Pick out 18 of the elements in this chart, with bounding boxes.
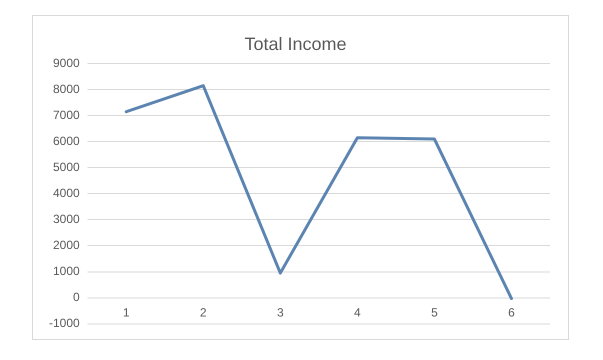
x-tick-label: 1 — [122, 305, 130, 320]
y-tick-label: 0 — [73, 290, 80, 304]
y-tick-label: 5000 — [52, 160, 80, 174]
y-tick-label: -1000 — [48, 316, 80, 330]
x-tick-label: 6 — [508, 305, 516, 320]
x-tick-label: 5 — [431, 305, 438, 320]
chart-title: Total Income — [244, 34, 347, 54]
y-tick-label: 9000 — [52, 56, 80, 70]
y-tick-label: 2000 — [52, 238, 80, 252]
y-tick-label: 3000 — [52, 212, 80, 226]
y-tick-label: 4000 — [52, 186, 80, 200]
x-tick-label: 3 — [276, 305, 284, 320]
y-tick-label: 6000 — [52, 134, 80, 148]
x-tick-label: 4 — [354, 305, 362, 320]
y-tick-label: 8000 — [52, 82, 80, 96]
y-tick-label: 1000 — [52, 264, 80, 278]
x-tick-label: 2 — [200, 305, 207, 320]
y-tick-label: 7000 — [52, 108, 80, 122]
